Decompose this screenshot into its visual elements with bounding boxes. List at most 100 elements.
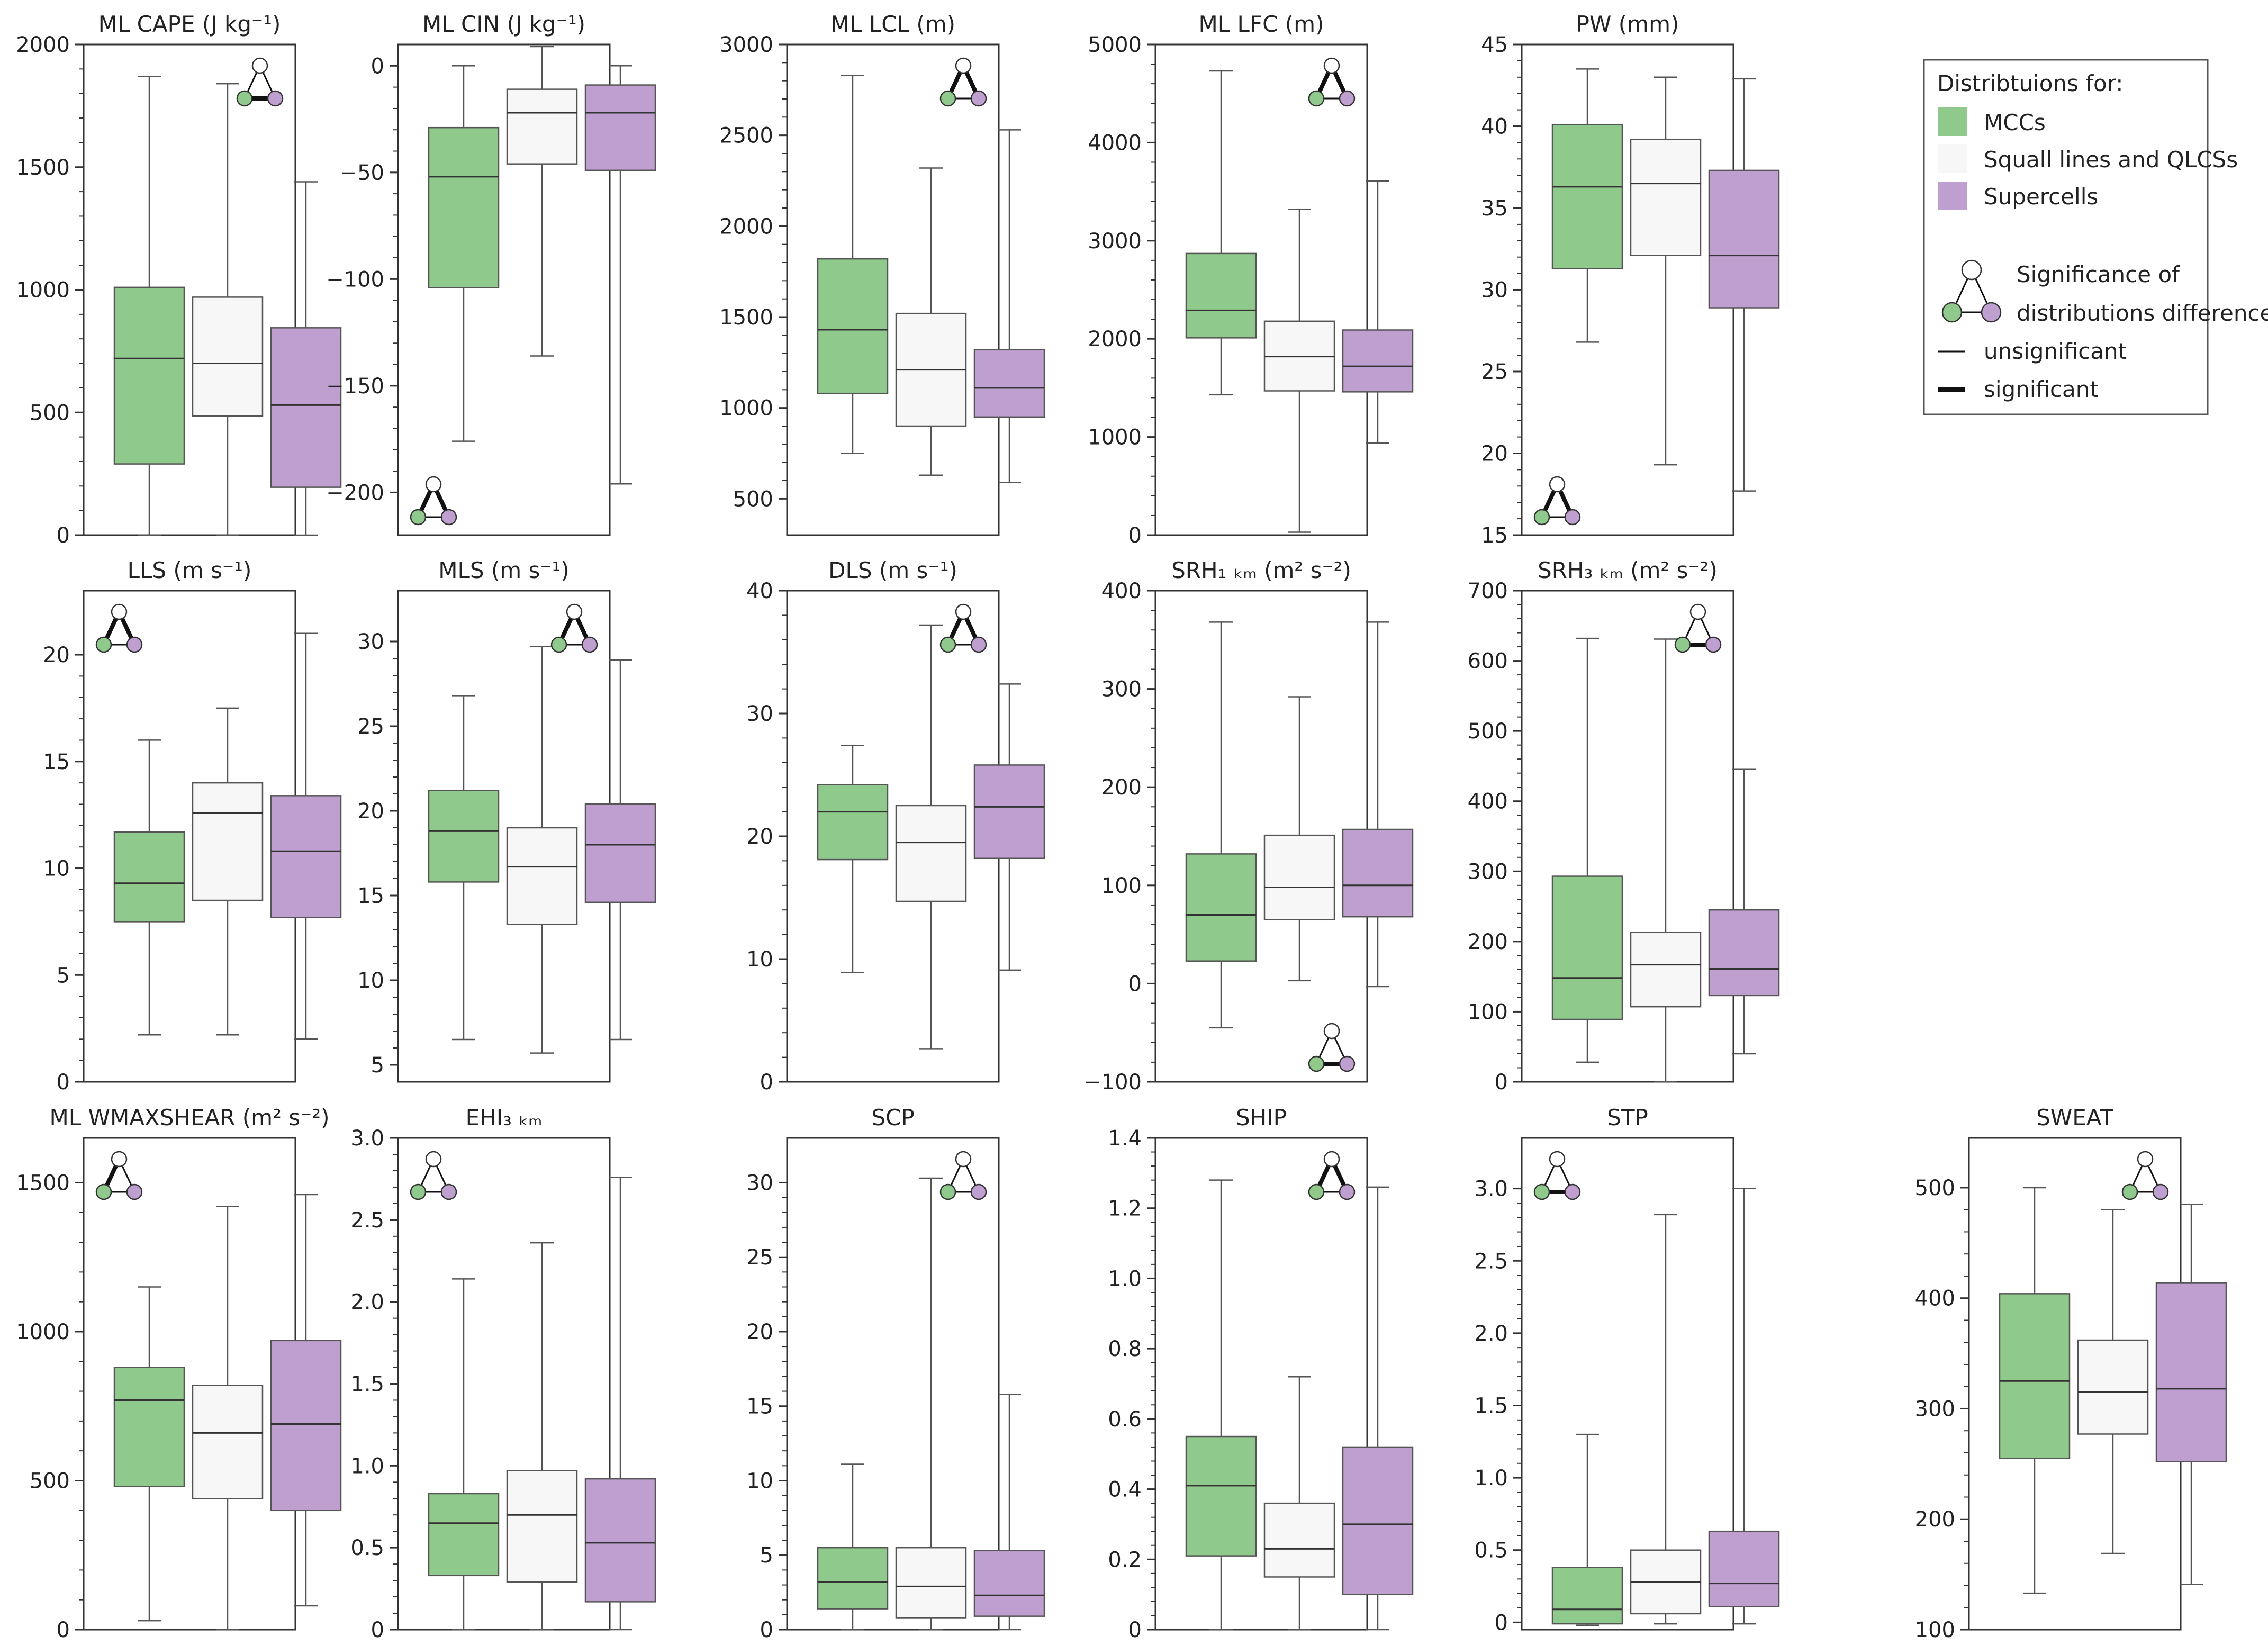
plot-frame bbox=[1521, 43, 1734, 536]
iqr-box bbox=[584, 84, 656, 171]
iqr-box bbox=[584, 803, 656, 903]
panel-9: SRH₁ ₖₘ (m² s⁻²) −100 0 100 200 300 400 bbox=[1083, 557, 1414, 1095]
supercell-node bbox=[1564, 509, 1581, 526]
y-tick-label: −50 bbox=[340, 161, 384, 185]
iqr-box bbox=[973, 1550, 1045, 1617]
y-tick-label: 300 bbox=[1915, 1397, 1955, 1421]
iqr-box bbox=[428, 1493, 500, 1577]
y-tick-label: 5 bbox=[371, 1053, 384, 1078]
supercell-node bbox=[1339, 1055, 1356, 1072]
iqr-box bbox=[1708, 169, 1780, 309]
y-tick-label: 600 bbox=[1468, 649, 1508, 674]
box-squall bbox=[1263, 209, 1335, 533]
panel-15: STP 0 0.5 1.0 1.5 2.0 2.5 3.0 bbox=[1474, 1105, 1780, 1635]
y-tick-label: 0.4 bbox=[1108, 1478, 1142, 1502]
panel-8: DLS (m s⁻¹) 0 10 20 30 40 bbox=[746, 557, 1045, 1095]
box-squall bbox=[506, 646, 578, 1054]
y-tick-label: 400 bbox=[1915, 1287, 1955, 1311]
legend-swatch-supercell bbox=[1938, 182, 1967, 210]
y-tick-label: 20 bbox=[746, 1320, 773, 1344]
y-tick-label: 3000 bbox=[1088, 229, 1142, 254]
panel-13: SCP 0 5 10 15 20 25 30 bbox=[746, 1105, 1045, 1642]
box-mcc bbox=[817, 1463, 889, 1631]
significance-triangle-icon bbox=[939, 603, 987, 653]
y-tick-label: 200 bbox=[1468, 930, 1508, 954]
y-tick-label: 0 bbox=[371, 54, 384, 78]
box-squall bbox=[1630, 1214, 1702, 1625]
y-tick-label: 2.5 bbox=[1474, 1249, 1508, 1273]
y-tick-label: −100 bbox=[1083, 1070, 1142, 1095]
mcc-node bbox=[410, 509, 427, 526]
box-supercell bbox=[270, 181, 342, 536]
panel-title: ML CAPE (J kg⁻¹) bbox=[98, 11, 281, 37]
panel-title: EHI₃ ₖₘ bbox=[466, 1105, 543, 1131]
y-tick-label: 0.5 bbox=[350, 1536, 384, 1560]
y-tick-label: 30 bbox=[1481, 278, 1508, 303]
significance-triangle-icon bbox=[410, 476, 457, 526]
iqr-box bbox=[584, 1478, 656, 1603]
mcc-node bbox=[550, 636, 567, 653]
significance-triangle-icon bbox=[550, 603, 598, 653]
y-tick-label: 500 bbox=[1468, 719, 1508, 744]
mcc-node bbox=[95, 1183, 112, 1200]
mcc-node bbox=[1533, 509, 1550, 526]
plot-frame bbox=[1154, 590, 1368, 1083]
panel-title: LLS (m s⁻¹) bbox=[128, 557, 252, 583]
box-supercell bbox=[584, 659, 656, 1041]
panel-2: ML CIN (J kg⁻¹) −200 −150 −100 −50 0 bbox=[326, 11, 656, 536]
y-tick-label: 500 bbox=[30, 401, 70, 425]
iqr-box bbox=[270, 1340, 342, 1512]
significance-triangle-icon bbox=[95, 1151, 143, 1200]
box-mcc bbox=[1185, 70, 1257, 396]
y-tick-label: 0 bbox=[1128, 523, 1142, 548]
iqr-box bbox=[1551, 875, 1623, 1020]
legend-significant-label: significant bbox=[1984, 376, 2099, 402]
iqr-box bbox=[1185, 252, 1257, 339]
y-tick-label: 200 bbox=[1915, 1507, 1955, 1532]
iqr-box bbox=[192, 782, 264, 901]
box-mcc bbox=[1551, 68, 1623, 343]
y-tick-label: 10 bbox=[43, 857, 70, 881]
y-tick-label: 2.0 bbox=[350, 1290, 384, 1315]
y-tick-label: 20 bbox=[357, 799, 384, 824]
y-tick-label: 35 bbox=[1481, 196, 1508, 221]
box-squall bbox=[895, 167, 967, 476]
supercell-node bbox=[440, 1183, 457, 1200]
supercell-node bbox=[1705, 636, 1722, 653]
legend-title: Distribtuions for: bbox=[1937, 70, 2123, 96]
iqr-box bbox=[1185, 1435, 1257, 1557]
iqr-box bbox=[1708, 909, 1780, 997]
y-tick-label: 30 bbox=[357, 630, 384, 654]
significance-triangle-icon bbox=[236, 57, 284, 107]
box-mcc bbox=[428, 695, 500, 1041]
y-tick-label: 15 bbox=[43, 750, 70, 774]
y-tick-label: 15 bbox=[357, 884, 384, 908]
legend-significance-title-1: Significance of bbox=[2017, 261, 2180, 287]
y-tick-label: 1500 bbox=[16, 1171, 70, 1195]
mcc-node bbox=[236, 90, 253, 107]
supercell-node bbox=[970, 1183, 987, 1200]
legend-frame bbox=[1923, 59, 2209, 415]
iqr-box bbox=[506, 827, 578, 925]
squall-node bbox=[566, 603, 583, 620]
y-tick-label: −100 bbox=[326, 267, 384, 292]
iqr-box bbox=[1263, 1502, 1335, 1578]
supercell-node bbox=[1339, 1183, 1356, 1200]
y-tick-label: 0 bbox=[760, 1618, 773, 1642]
y-tick-label: 1.5 bbox=[1474, 1394, 1508, 1418]
y-tick-label: 0 bbox=[760, 1070, 773, 1095]
supercell-node bbox=[970, 636, 987, 653]
box-supercell bbox=[973, 129, 1045, 483]
y-tick-label: 400 bbox=[1101, 579, 1142, 603]
y-tick-label: 0 bbox=[1495, 1070, 1508, 1095]
legend: Distribtuions for: MCCs Squall lines and… bbox=[1923, 59, 2268, 415]
y-tick-label: 10 bbox=[357, 969, 384, 993]
y-tick-label: 1000 bbox=[16, 278, 70, 303]
y-tick-label: 500 bbox=[30, 1469, 70, 1493]
y-tick-label: 20 bbox=[43, 643, 70, 667]
y-tick-label: −200 bbox=[326, 481, 384, 505]
squall-node bbox=[111, 1151, 128, 1168]
box-squall bbox=[895, 1177, 967, 1631]
panel-title: SCP bbox=[871, 1105, 914, 1131]
y-tick-label: 10 bbox=[746, 1469, 773, 1493]
